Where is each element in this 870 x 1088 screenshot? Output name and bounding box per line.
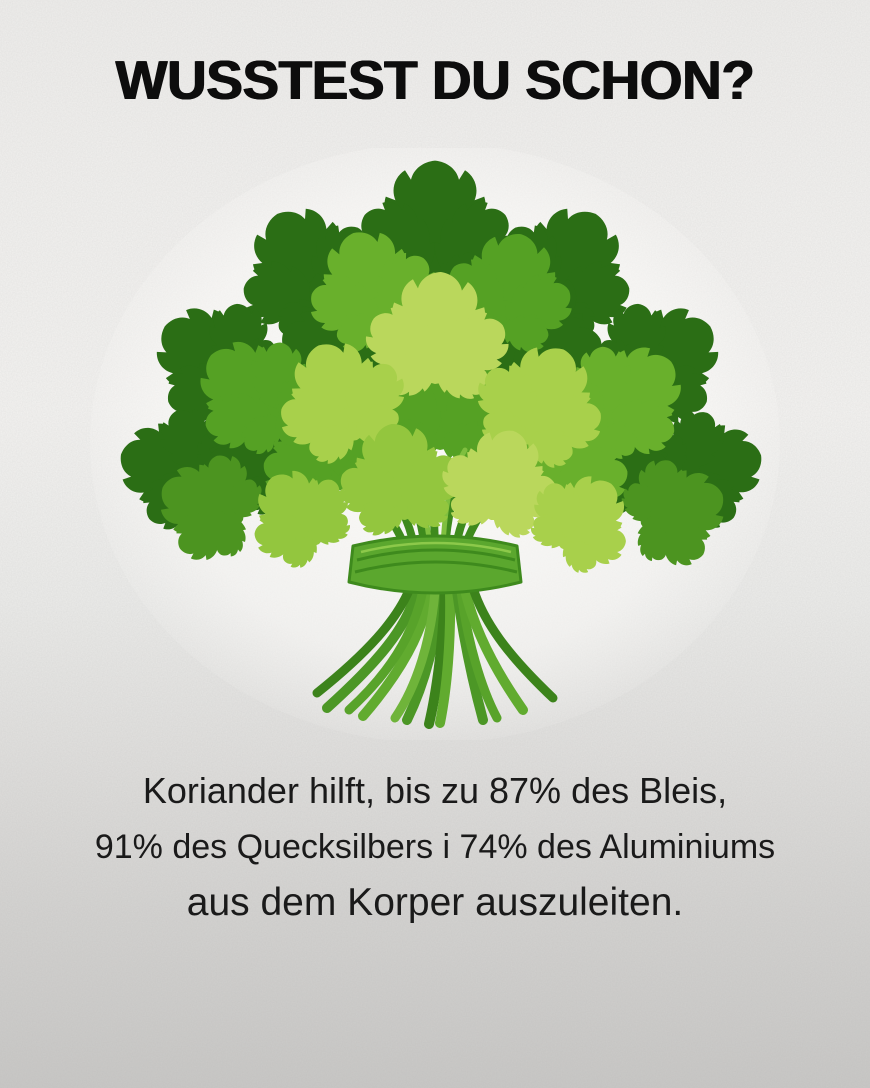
fact-line-1: Koriander hilft, bis zu 87% des Bleis, — [142, 770, 728, 811]
fact-line-2: 91% des Quecksilbers i 74% des Aluminium… — [94, 828, 776, 866]
headline: WUSSTEST DU SCHON? — [115, 49, 755, 111]
coriander-bunch-illustration — [85, 148, 785, 740]
tie-band — [347, 534, 523, 595]
fact-line-3: aus dem Korper auszuleiten. — [186, 881, 684, 924]
fact-text: Koriander hilft, bis zu 87% des Bleis, 9… — [0, 763, 870, 931]
coriander-bunch-icon — [90, 148, 780, 740]
